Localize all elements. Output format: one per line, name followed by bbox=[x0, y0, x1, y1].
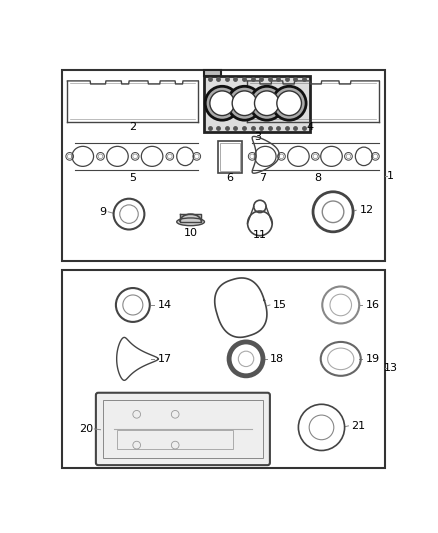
Text: 6: 6 bbox=[226, 173, 233, 183]
Circle shape bbox=[277, 91, 301, 116]
Text: 1: 1 bbox=[387, 171, 394, 181]
Bar bbox=[62, 70, 385, 261]
Bar bbox=[205, 70, 221, 76]
Circle shape bbox=[254, 91, 279, 116]
Text: 13: 13 bbox=[384, 363, 398, 373]
Text: 2: 2 bbox=[129, 122, 136, 132]
Circle shape bbox=[210, 91, 234, 116]
Circle shape bbox=[228, 86, 261, 120]
Text: 12: 12 bbox=[360, 205, 374, 215]
Bar bbox=[117, 430, 233, 449]
Text: 16: 16 bbox=[365, 300, 379, 310]
Text: 15: 15 bbox=[273, 300, 287, 310]
Text: 21: 21 bbox=[352, 421, 366, 431]
Text: 3: 3 bbox=[254, 132, 261, 142]
Text: 19: 19 bbox=[365, 354, 379, 364]
Bar bbox=[220, 143, 240, 171]
Text: 17: 17 bbox=[158, 354, 172, 364]
Polygon shape bbox=[180, 214, 201, 222]
Text: 8: 8 bbox=[314, 173, 321, 183]
Circle shape bbox=[205, 86, 239, 120]
Bar bbox=[204, 76, 310, 132]
Text: 4: 4 bbox=[307, 122, 314, 132]
FancyBboxPatch shape bbox=[96, 393, 270, 465]
Text: 5: 5 bbox=[129, 173, 136, 183]
Circle shape bbox=[250, 86, 284, 120]
Text: 14: 14 bbox=[158, 300, 172, 310]
Text: 20: 20 bbox=[79, 424, 93, 434]
Text: 9: 9 bbox=[99, 207, 106, 217]
Text: 11: 11 bbox=[253, 230, 267, 240]
Circle shape bbox=[272, 86, 306, 120]
Bar bbox=[103, 400, 263, 458]
Text: 10: 10 bbox=[184, 228, 198, 238]
Text: 7: 7 bbox=[259, 173, 266, 183]
Circle shape bbox=[232, 91, 257, 116]
Text: 18: 18 bbox=[270, 354, 284, 364]
Bar bbox=[62, 270, 385, 468]
Ellipse shape bbox=[177, 218, 205, 225]
Bar bbox=[218, 141, 242, 173]
